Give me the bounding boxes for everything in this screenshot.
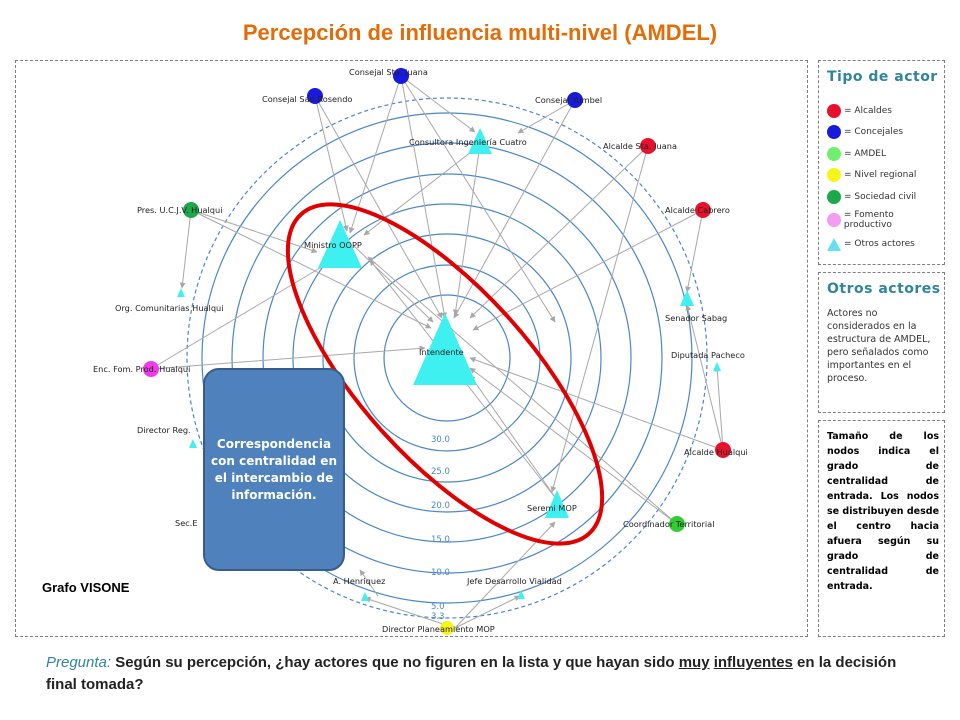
legend-item: = Fomento productivo — [827, 210, 944, 230]
graph-nodes — [143, 68, 731, 635]
legend-label: = Otros actores — [844, 239, 915, 249]
legend-label: = Nivel regional — [844, 170, 917, 180]
node-label: Pres. U.C.J.V. Hualqui — [137, 205, 222, 215]
concentric-rings — [186, 97, 708, 619]
node-label: Consejal Sta. Juana — [349, 67, 428, 77]
node-label: Seremi MOP — [527, 503, 577, 513]
node-label: Senador Sabag — [665, 313, 727, 323]
node-label: Alcalde Sta. Juana — [603, 141, 677, 151]
node-label: Director Planeamiento MOP — [382, 624, 495, 634]
legend-label: = Fomento productivo — [843, 210, 894, 230]
node-coordinador-territorial — [669, 516, 685, 532]
legend-label: = Sociedad civil — [844, 192, 917, 202]
question-text: en la decisión final tomada? — [46, 654, 897, 693]
ring-label: 3.3 — [431, 612, 445, 622]
size-note-panel: Tamaño de los nodos indica el grado de c… — [818, 420, 945, 637]
node-enc-fom-prod — [143, 361, 159, 377]
question-underline: influyentes — [713, 654, 793, 671]
node-label: Ministro OOPP — [304, 240, 362, 250]
legend-item: = Alcaldes — [827, 103, 892, 119]
concejales-dot-icon — [827, 125, 841, 139]
node-label: Sec.E — [175, 518, 198, 528]
question-label: Pregunta: — [46, 654, 112, 671]
fomento-productivo-dot-icon — [827, 213, 841, 227]
nivel-regional-dot-icon — [827, 168, 841, 182]
node-alcalde-sta-juana — [640, 138, 656, 154]
node-label: Consultora Ingeniería Cuatro — [409, 137, 527, 147]
network-graph: 30.0 25.0 20.0 15.0 10.0 5.0 3.3 — [93, 67, 748, 635]
question: Pregunta: Según su percepción, ¿hay acto… — [46, 652, 926, 696]
graph-edges — [150, 75, 724, 629]
node-senador-sabag — [680, 290, 694, 306]
node-label: A. Henriquez — [333, 576, 385, 586]
node-diputada-pacheco — [713, 362, 721, 371]
node-label: Alcalde Hualqui — [684, 447, 748, 457]
ring-labels: 30.0 25.0 20.0 15.0 10.0 5.0 3.3 — [431, 435, 450, 622]
legend-item: = Sociedad civil — [827, 189, 916, 205]
otros-actores-triangle-icon — [827, 237, 841, 251]
node-label: Enc. Fom. Prod. Hualqui — [93, 364, 190, 374]
others-panel: Otros actores Actores no considerados en… — [818, 272, 945, 413]
node-labels: Consejal Sta. Juana Consejal San Rosendo… — [93, 67, 748, 634]
node-seremi-mop — [545, 490, 569, 518]
node-label: Intendente — [419, 347, 464, 357]
node-label: Consejal Yumbel — [535, 95, 602, 105]
node-consejal-sta-juana — [393, 68, 409, 84]
legend-label: = Alcaldes — [844, 106, 892, 116]
size-note-text: Tamaño de los nodos indica el grado de c… — [827, 431, 940, 592]
legend-label: = Concejales — [844, 127, 904, 137]
node-label: Consejal San Rosendo — [262, 94, 352, 104]
graph-frame — [15, 60, 808, 637]
question-underline: muy — [678, 654, 710, 671]
legend-item: = Concejales — [827, 124, 903, 140]
node-pres-ucjv — [183, 202, 199, 218]
ring-label: 25.0 — [431, 467, 450, 477]
sociedad-civil-dot-icon — [827, 190, 841, 204]
legend-item: = Otros actores — [827, 236, 915, 252]
node-director-planeamiento — [440, 621, 454, 635]
node-label: Org. Comunitarias Hualqui — [115, 303, 223, 313]
ring-label: 5.0 — [431, 602, 445, 612]
others-description: Actores no considerados en la estructura… — [827, 308, 931, 384]
node-label: Diputada Pacheco — [671, 350, 745, 360]
legend-item: = AMDEL — [827, 146, 886, 162]
node-label: Coordinador Territorial — [623, 519, 714, 529]
graph-label: Grafo VISONE — [42, 580, 130, 595]
node-label: Jefe Desarrollo Vialidad — [466, 576, 562, 586]
ring-label: 10.0 — [431, 568, 450, 578]
node-consultora-cuatro — [468, 128, 492, 154]
node-consejal-yumbel — [567, 92, 583, 108]
ring-label: 30.0 — [431, 435, 450, 445]
alcaldes-dot-icon — [827, 104, 841, 118]
highlight-ellipse — [285, 202, 605, 546]
amdel-dot-icon — [827, 147, 841, 161]
legend-panel: Tipo de actor = Alcaldes = Concejales = … — [818, 60, 945, 265]
node-intendente — [413, 313, 477, 385]
question-text: Según su percepción, ¿hay actores que no… — [111, 654, 679, 671]
node-consejal-san-rosendo — [307, 88, 323, 104]
node-org-comunitarias — [177, 288, 185, 297]
node-label: Alcalde Cabrero — [665, 205, 730, 215]
node-alcalde-cabrero — [695, 202, 711, 218]
others-title: Otros actores — [827, 281, 941, 297]
ring-label: 15.0 — [431, 535, 450, 545]
legend-item: = Nivel regional — [827, 167, 916, 183]
node-a-henriquez-marker — [361, 592, 369, 601]
ring-label: 20.0 — [431, 501, 450, 511]
node-director-reg — [189, 439, 197, 448]
node-label: Director Reg. — [137, 425, 191, 435]
node-jefe-vialidad-marker — [517, 590, 525, 599]
legend-title: Tipo de actor — [827, 69, 938, 85]
node-alcalde-hualqui — [715, 442, 731, 458]
node-ministro-oopp — [318, 220, 362, 268]
page-title: Percepción de influencia multi-nivel (AM… — [242, 20, 718, 45]
callout-box: Correspondencia con centralidad en el in… — [203, 368, 345, 571]
legend-label: = AMDEL — [844, 149, 886, 159]
